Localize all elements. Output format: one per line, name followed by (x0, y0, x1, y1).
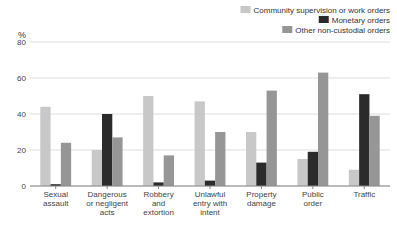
bar (349, 170, 359, 186)
bar (369, 116, 379, 186)
bar (102, 114, 112, 186)
grid-line (30, 42, 390, 43)
chart: 020406080%SexualassaultDangerousor negli… (0, 0, 397, 227)
bar (308, 152, 318, 186)
y-tick-label: 60 (17, 74, 26, 83)
x-tick (261, 186, 262, 189)
bar (143, 96, 153, 186)
bar (205, 181, 215, 186)
bar (246, 132, 256, 186)
x-tick-label: Publicorder (302, 190, 324, 208)
x-tick-label: Robberyandextortion (143, 190, 174, 217)
grid-line (30, 150, 390, 151)
bar (215, 132, 225, 186)
y-tick-label: 40 (17, 110, 26, 119)
legend: Community supervision or work ordersMone… (241, 6, 391, 35)
y-axis: 020406080 (17, 38, 390, 191)
y-axis-label: % (18, 30, 26, 40)
bar (164, 155, 174, 186)
x-tick (55, 186, 56, 189)
grid-line (30, 78, 390, 79)
grid-line (30, 114, 390, 115)
legend-label: Monetary orders (332, 16, 390, 25)
y-tick-label: 20 (17, 146, 26, 155)
bar (267, 91, 277, 186)
bar (318, 73, 328, 186)
bar (40, 107, 50, 186)
x-tick-label: Unlawfulentry withintent (193, 190, 227, 217)
bar (92, 150, 102, 186)
x-tick (107, 186, 108, 189)
x-tick-label: Sexualassault (43, 190, 69, 208)
x-tick-label: Propertydamage (246, 190, 276, 208)
x-axis: Sexualassault Dangerousor negligentacts Ro… (30, 186, 390, 217)
y-tick-label: 0 (22, 182, 27, 191)
bar (256, 163, 266, 186)
bar (297, 159, 307, 186)
x-tick (312, 186, 313, 189)
legend-label: Community supervision or work orders (254, 6, 391, 15)
bars (40, 73, 379, 186)
legend-label: Other non-custodial orders (295, 26, 390, 35)
x-tick-label: Traffic (353, 190, 375, 199)
bar (112, 137, 122, 186)
x-tick-label: Dangerousor negligentacts (86, 190, 129, 217)
legend-swatch (282, 26, 292, 33)
bar (195, 101, 205, 186)
bar (359, 94, 369, 186)
x-tick (210, 186, 211, 189)
legend-swatch (319, 16, 329, 23)
x-tick (158, 186, 159, 189)
legend-swatch (241, 6, 251, 13)
bar (153, 182, 163, 186)
x-tick (364, 186, 365, 189)
bar (61, 143, 71, 186)
